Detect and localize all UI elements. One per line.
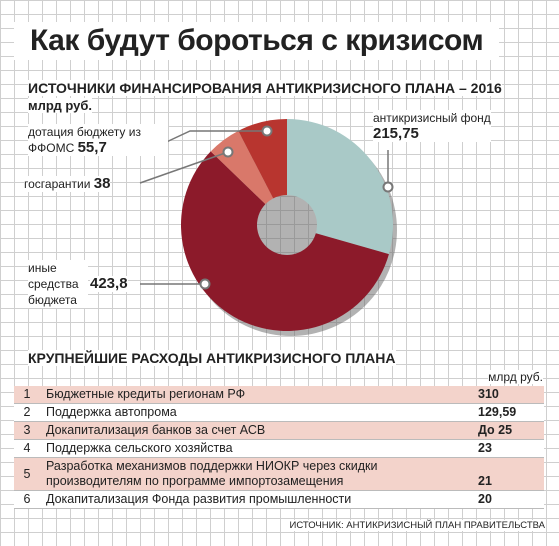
row-number: 2 bbox=[14, 403, 40, 422]
row-number: 1 bbox=[14, 386, 40, 404]
value-label: 55,7 bbox=[77, 139, 107, 156]
row-label: Разработка механизмов поддержки НИОКР че… bbox=[40, 457, 472, 491]
chart bbox=[139, 119, 397, 336]
table-row: 6 Докапитализация Фонда развития промышле… bbox=[14, 490, 544, 509]
leader-line bbox=[139, 151, 229, 184]
slices bbox=[180, 119, 397, 336]
row-label: Бюджетные кредиты регионам РФ bbox=[40, 386, 472, 404]
row-label: Докапитализация Фонда развития промышлен… bbox=[40, 490, 472, 509]
leader-dot bbox=[261, 125, 273, 137]
row-number: 6 bbox=[14, 490, 40, 509]
value-label: 215,75 bbox=[373, 125, 419, 142]
headline: Как будут бороться с кризисом bbox=[14, 22, 500, 60]
row-number: 4 bbox=[14, 439, 40, 458]
row-value: До 25 bbox=[472, 421, 544, 440]
leader-dot bbox=[222, 146, 234, 158]
slice-label: иные средства бюджета bbox=[28, 260, 88, 308]
pie-slice bbox=[180, 151, 389, 332]
slice-label: дотация бюджету из ФФОМС 55,7 bbox=[28, 124, 168, 156]
row-value: 310 bbox=[472, 386, 544, 404]
table-unit: млрд руб. bbox=[488, 370, 543, 384]
leader-lines bbox=[139, 130, 389, 285]
table-row: 2 Поддержка автопрома 129,59 bbox=[14, 403, 544, 422]
table-row: 3 Докапитализация банков за счет АСВ До 25 bbox=[14, 421, 544, 440]
slice-label: госгарантии 38 bbox=[24, 175, 111, 192]
table-row: 4 Поддержка сельского хозяйства 23 bbox=[14, 439, 544, 458]
table-row: 5 Разработка механизмов поддержки НИОКР ч… bbox=[14, 457, 544, 491]
category-label: иные средства бюджета bbox=[28, 261, 79, 307]
leader-dot bbox=[199, 278, 211, 290]
slice-label: 423,8 bbox=[90, 276, 128, 292]
pie-slice bbox=[238, 119, 287, 199]
value-label: 38 bbox=[93, 175, 111, 192]
pie-slice bbox=[287, 119, 393, 255]
row-value: 21 bbox=[472, 457, 544, 491]
row-label: Докапитализация банков за счет АСВ bbox=[40, 421, 472, 440]
source: ИСТОЧНИК: АНТИКРИЗИСНЫЙ ПЛАН ПРАВИТЕЛЬСТ… bbox=[289, 520, 545, 531]
category-label: дотация бюджету из ФФОМС bbox=[28, 125, 141, 155]
value-label: 423,8 bbox=[90, 275, 128, 292]
leader-line bbox=[159, 130, 267, 146]
table: 1 Бюджетные кредиты регионам РФ 310 2 Поддер… bbox=[14, 386, 544, 509]
chart-subtitle: млрд руб. bbox=[28, 98, 92, 113]
row-number: 3 bbox=[14, 421, 40, 440]
row-label: Поддержка сельского хозяйства bbox=[40, 439, 472, 458]
chart-title: ИСТОЧНИКИ ФИНАНСИРОВАНИЯ АНТИКРИЗИСНОГО … bbox=[28, 80, 502, 96]
row-label: Поддержка автопрома bbox=[40, 403, 472, 422]
category-label: антикризисный фонд bbox=[373, 111, 491, 125]
slice-label: антикризисный фонд 215,75 bbox=[373, 110, 491, 142]
table-row: 1 Бюджетные кредиты регионам РФ 310 bbox=[14, 386, 544, 404]
row-value: 20 bbox=[472, 490, 544, 509]
table-title: КРУПНЕЙШИЕ РАСХОДЫ АНТИКРИЗИСНОГО ПЛАНА bbox=[28, 350, 396, 366]
leader-dot bbox=[382, 181, 394, 193]
row-value: 23 bbox=[472, 439, 544, 458]
row-value: 129,59 bbox=[472, 403, 544, 422]
row-number: 5 bbox=[14, 457, 40, 491]
category-label: госгарантии bbox=[24, 177, 91, 191]
